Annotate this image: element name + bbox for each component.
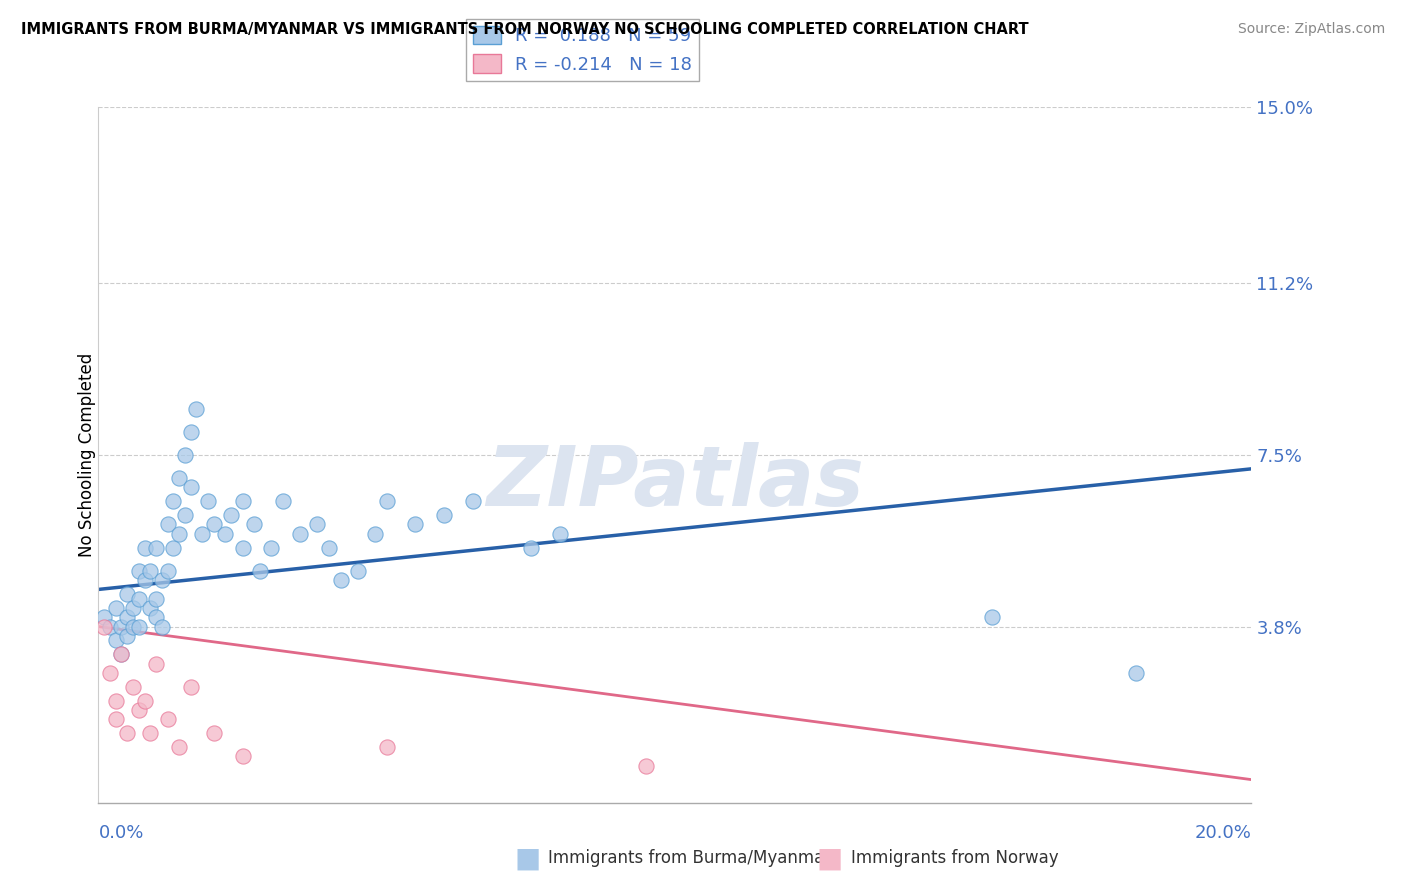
Point [180, 480, 202, 494]
Point [174, 508, 197, 523]
Point [139, 726, 162, 740]
Point [98, 665, 121, 680]
Point [110, 619, 132, 633]
Point [461, 494, 484, 508]
Text: IMMIGRANTS FROM BURMA/MYANMAR VS IMMIGRANTS FROM NORWAY NO SCHOOLING COMPLETED C: IMMIGRANTS FROM BURMA/MYANMAR VS IMMIGRA… [21, 22, 1029, 37]
Point [180, 425, 202, 439]
Point [150, 573, 173, 587]
Point [231, 541, 254, 555]
Point [167, 471, 190, 485]
Point [145, 591, 167, 606]
Point [548, 526, 571, 541]
Point [162, 541, 184, 555]
Point [375, 494, 398, 508]
Text: Immigrants from Burma/Myanmar: Immigrants from Burma/Myanmar [548, 849, 831, 867]
Point [219, 508, 242, 523]
Text: ZIPatlas: ZIPatlas [486, 442, 863, 524]
Point [156, 564, 179, 578]
Point [93, 610, 115, 624]
Point [150, 619, 173, 633]
Text: Immigrants from Norway: Immigrants from Norway [851, 849, 1059, 867]
Point [98, 619, 121, 633]
Text: 20.0%: 20.0% [1195, 823, 1251, 842]
Point [197, 494, 219, 508]
Point [117, 726, 139, 740]
Text: 0.0%: 0.0% [98, 823, 143, 842]
Point [104, 712, 127, 726]
Text: Source: ZipAtlas.com: Source: ZipAtlas.com [1237, 22, 1385, 37]
Point [191, 526, 214, 541]
Legend: R =  0.188   N = 59, R = -0.214   N = 18: R = 0.188 N = 59, R = -0.214 N = 18 [467, 19, 699, 81]
Point [167, 740, 190, 755]
Point [110, 648, 132, 662]
Point [231, 494, 254, 508]
Point [202, 726, 225, 740]
Text: ■: ■ [817, 844, 842, 872]
Point [214, 526, 236, 541]
Point [139, 601, 162, 615]
Point [290, 526, 312, 541]
Point [104, 601, 127, 615]
Point [145, 541, 167, 555]
Text: ■: ■ [515, 844, 540, 872]
Point [318, 541, 340, 555]
Point [122, 619, 145, 633]
Point [156, 517, 179, 532]
Point [128, 591, 150, 606]
Point [145, 657, 167, 671]
Point [139, 564, 162, 578]
Point [156, 712, 179, 726]
Point [202, 517, 225, 532]
Y-axis label: No Schooling Completed: No Schooling Completed [79, 353, 96, 557]
Point [117, 587, 139, 601]
Point [346, 564, 368, 578]
Point [122, 680, 145, 694]
Point [122, 601, 145, 615]
Point [128, 564, 150, 578]
Point [104, 633, 127, 648]
Point [636, 758, 658, 772]
Point [104, 694, 127, 708]
Point [110, 648, 132, 662]
Point [329, 573, 352, 587]
Point [271, 494, 294, 508]
Point [180, 680, 202, 694]
Point [364, 526, 387, 541]
Point [981, 610, 1004, 624]
Point [117, 629, 139, 643]
Point [93, 619, 115, 633]
Point [186, 401, 208, 416]
Point [231, 749, 254, 764]
Point [134, 541, 156, 555]
Point [128, 703, 150, 717]
Point [307, 517, 329, 532]
Point [167, 526, 190, 541]
Point [134, 573, 156, 587]
Point [260, 541, 283, 555]
Point [249, 564, 271, 578]
Point [174, 448, 197, 462]
Point [375, 740, 398, 755]
Point [134, 694, 156, 708]
Point [145, 610, 167, 624]
Point [117, 610, 139, 624]
Point [243, 517, 266, 532]
Point [162, 494, 184, 508]
Point [128, 619, 150, 633]
Point [520, 541, 543, 555]
Point [405, 517, 427, 532]
Point [433, 508, 456, 523]
Point [1125, 665, 1147, 680]
